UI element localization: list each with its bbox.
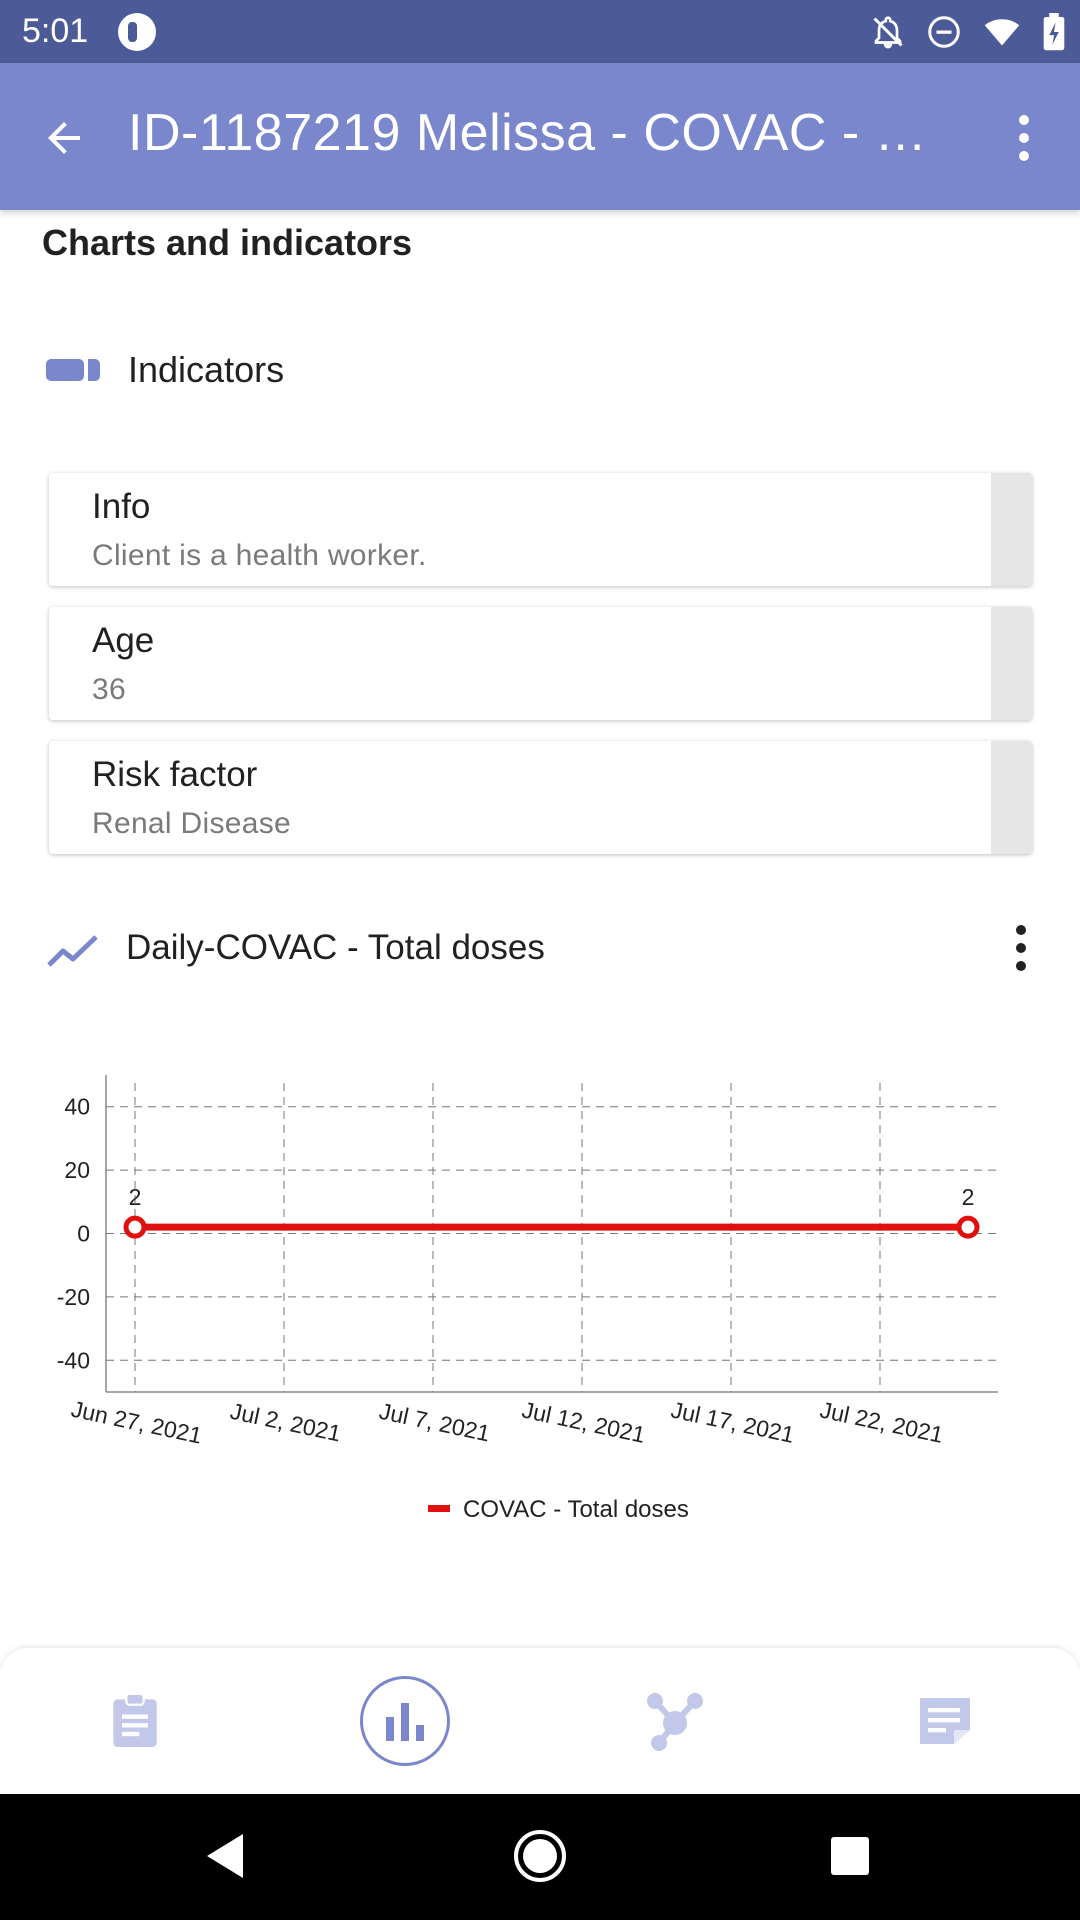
x-tick-label: Jul 22, 2021 xyxy=(818,1396,946,1447)
indicator-pill-icon xyxy=(46,359,100,381)
y-tick-label: -20 xyxy=(57,1284,90,1310)
y-tick-label: -40 xyxy=(57,1347,90,1373)
app-bar-title: ID-1187219 Melissa - COVAC - C... xyxy=(128,104,938,162)
indicator-color-strip xyxy=(991,473,1032,586)
system-navigation-bar xyxy=(0,1794,1080,1920)
x-tick-label: Jun 27, 2021 xyxy=(69,1396,205,1449)
y-tick-label: 20 xyxy=(64,1157,90,1183)
x-tick-label: Jul 2, 2021 xyxy=(228,1398,343,1447)
notes-icon xyxy=(920,1698,970,1744)
indicator-color-strip xyxy=(991,607,1032,720)
legend-label: COVAC - Total doses xyxy=(463,1496,689,1523)
app-notification-icon xyxy=(118,13,156,51)
line-chart-icon xyxy=(47,935,98,967)
system-home-button[interactable] xyxy=(510,1826,570,1886)
data-point xyxy=(123,1215,147,1239)
indicators-header: Indicators xyxy=(46,345,284,395)
nav-item-details[interactable] xyxy=(90,1676,180,1766)
relationships-icon xyxy=(647,1693,703,1751)
nav-item-notes[interactable] xyxy=(900,1676,990,1766)
indicator-value: Renal Disease xyxy=(92,807,292,840)
status-bar: 5:01 xyxy=(0,0,1080,63)
bar-chart-icon xyxy=(386,1703,424,1741)
square-recents-icon xyxy=(831,1837,869,1875)
indicator-title: Risk factor xyxy=(92,755,258,794)
x-tick-label: Jul 17, 2021 xyxy=(669,1396,797,1447)
y-tick-label: 0 xyxy=(77,1221,90,1247)
chart-options-icon[interactable] xyxy=(1006,923,1036,973)
legend-swatch xyxy=(428,1505,450,1512)
bottom-navigation xyxy=(0,1648,1080,1794)
data-label: 2 xyxy=(962,1184,975,1210)
chart-header: Daily-COVAC - Total doses xyxy=(46,925,1036,975)
nav-item-charts[interactable] xyxy=(360,1676,450,1766)
x-tick-label: Jul 12, 2021 xyxy=(520,1396,648,1447)
indicators-label: Indicators xyxy=(128,349,285,390)
wifi-icon xyxy=(984,19,1020,46)
back-arrow-icon[interactable] xyxy=(34,108,94,168)
notifications-off-icon xyxy=(873,16,903,49)
more-options-icon[interactable] xyxy=(1004,108,1044,168)
indicator-card-info: Info Client is a health worker. xyxy=(49,473,1032,586)
indicator-title: Info xyxy=(92,487,151,526)
page-title: Charts and indicators xyxy=(42,222,413,263)
data-label: 2 xyxy=(129,1184,142,1210)
y-tick-label: 40 xyxy=(64,1094,90,1120)
chart-title: Daily-COVAC - Total doses xyxy=(126,928,545,967)
indicator-card-risk-factor: Risk factor Renal Disease xyxy=(49,741,1032,854)
triangle-back-icon xyxy=(207,1834,243,1878)
data-point xyxy=(956,1215,980,1239)
system-back-button[interactable] xyxy=(195,1826,255,1886)
nav-item-relationships[interactable] xyxy=(630,1676,720,1766)
clipboard-icon xyxy=(113,1692,157,1747)
status-time: 5:01 xyxy=(22,12,89,50)
do-not-disturb-icon xyxy=(928,16,960,48)
home-circle-icon xyxy=(514,1830,566,1882)
app-bar: ID-1187219 Melissa - COVAC - C... xyxy=(0,63,1080,210)
battery-charging-icon xyxy=(1043,13,1065,51)
indicator-value: Client is a health worker. xyxy=(92,539,427,572)
system-recents-button[interactable] xyxy=(820,1826,880,1886)
indicator-card-age: Age 36 xyxy=(49,607,1032,720)
indicator-title: Age xyxy=(92,621,155,660)
x-tick-label: Jul 7, 2021 xyxy=(377,1398,492,1447)
line-chart: 40 20 0 -20 -40 Jun 27, 2021 Jul 2, 2021 Jul 7,… xyxy=(57,1075,998,1523)
indicator-color-strip xyxy=(991,741,1032,854)
status-icons xyxy=(870,12,1066,52)
indicator-value: 36 xyxy=(92,673,126,706)
